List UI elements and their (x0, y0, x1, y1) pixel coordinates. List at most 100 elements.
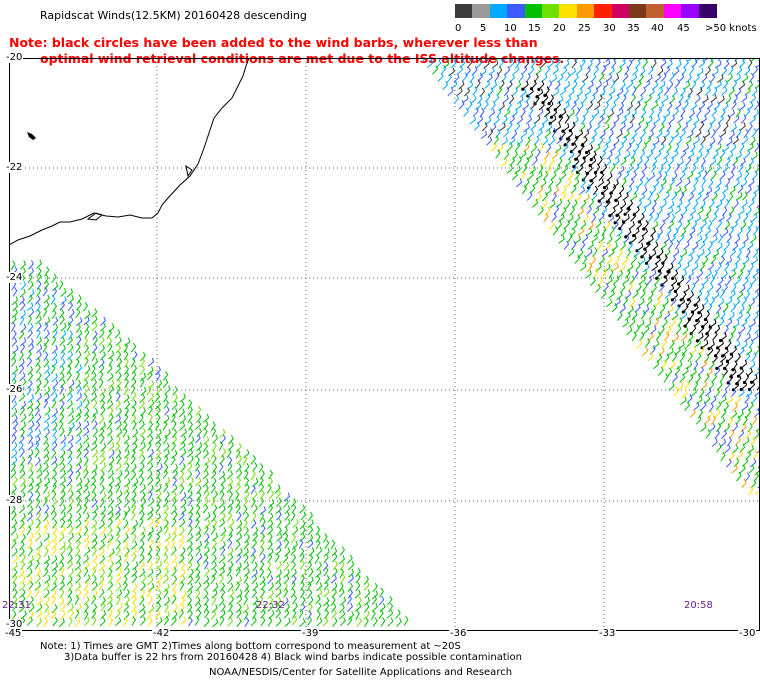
wind-barb (723, 302, 729, 313)
wind-barb (446, 73, 452, 84)
wind-barb (742, 457, 749, 467)
wind-barb (148, 413, 154, 424)
wind-barb (585, 183, 591, 194)
wind-barb (645, 135, 652, 145)
wind-barb (68, 330, 73, 341)
wind-barb (67, 357, 73, 368)
wind-barb (260, 588, 266, 598)
wind-barb (75, 582, 81, 592)
wind-barb (210, 484, 216, 494)
colorbar-label: 20 (553, 23, 566, 34)
wind-barb (299, 588, 305, 599)
wind-barb (710, 93, 717, 103)
wind-barb (739, 58, 746, 68)
wind-barb (640, 289, 646, 299)
contamination-marker (613, 221, 617, 225)
wind-barb (51, 456, 58, 466)
wind-barb (749, 297, 756, 308)
wind-barb (729, 185, 736, 195)
wind-barb (621, 135, 628, 145)
wind-barb (654, 275, 661, 286)
wind-barb (91, 539, 98, 549)
wind-barb (52, 282, 59, 292)
wind-barb (668, 114, 675, 124)
wind-barb (746, 282, 753, 292)
wind-barb (34, 547, 41, 558)
wind-barb (83, 468, 89, 479)
wind-barb (356, 617, 362, 627)
wind-barb (132, 351, 138, 361)
wind-barb (236, 455, 243, 465)
wind-barb (122, 540, 129, 551)
wind-barb (171, 517, 177, 528)
wind-barb (534, 58, 540, 62)
wind-barb (235, 483, 241, 493)
wind-barb (650, 122, 656, 132)
wind-barb (744, 333, 751, 342)
wind-barb (609, 121, 616, 131)
wind-barb (683, 58, 689, 69)
wind-barb (363, 581, 370, 591)
wind-barb (156, 595, 162, 605)
wind-barb (244, 582, 250, 593)
wind-barb (188, 568, 194, 579)
wind-barb (594, 101, 601, 111)
wind-barb (753, 430, 760, 440)
wind-barb (647, 149, 654, 159)
wind-barb (717, 114, 724, 124)
wind-barb (371, 603, 378, 613)
wind-barb (51, 562, 58, 572)
wind-barb (131, 503, 137, 514)
wind-barb (592, 206, 600, 215)
wind-barb (283, 492, 291, 502)
wind-barb (172, 469, 179, 480)
wind-barb (124, 490, 130, 500)
wind-barb (732, 319, 740, 329)
wind-barb (535, 66, 542, 76)
wind-barb (10, 468, 17, 479)
wind-barb (106, 393, 113, 404)
wind-barb (131, 552, 137, 563)
wind-barb (186, 588, 193, 598)
wind-barb (448, 67, 455, 77)
wind-barb (610, 101, 617, 111)
wind-barb (624, 311, 631, 321)
wind-barb (36, 267, 42, 278)
wind-barb (99, 470, 105, 480)
wind-barb (34, 406, 40, 417)
colorbar-label: 30 (603, 23, 616, 34)
wind-barb (83, 546, 91, 556)
wind-barb (680, 290, 687, 301)
wind-barb (99, 547, 105, 557)
wind-barb (202, 504, 209, 514)
wind-barb (52, 427, 58, 438)
wind-barb (613, 114, 620, 125)
wind-barb (717, 74, 724, 83)
wind-barb (590, 172, 597, 182)
wind-barb (51, 373, 58, 383)
wind-barb (551, 127, 557, 138)
wind-barb (91, 609, 97, 620)
wind-barb (666, 101, 673, 112)
wind-barb (43, 547, 49, 557)
wind-barb (75, 421, 82, 431)
longitude-label: -45 (4, 628, 23, 639)
wind-barb (186, 533, 194, 543)
wind-barb (678, 275, 685, 285)
wind-barb (123, 449, 130, 459)
wind-barb (499, 122, 506, 132)
wind-barb (316, 582, 323, 592)
wind-barb (339, 616, 346, 627)
wind-barb (11, 554, 18, 564)
wind-barb (658, 347, 665, 357)
wind-barb (637, 58, 643, 62)
wind-barb (82, 463, 88, 473)
wind-barb (655, 172, 662, 182)
wind-barb (686, 338, 692, 348)
wind-barb (171, 554, 178, 564)
wind-barb (35, 435, 41, 446)
wind-barb (742, 212, 749, 223)
wind-barb (68, 609, 75, 619)
wind-barb (559, 87, 567, 96)
wind-barb (593, 143, 601, 153)
